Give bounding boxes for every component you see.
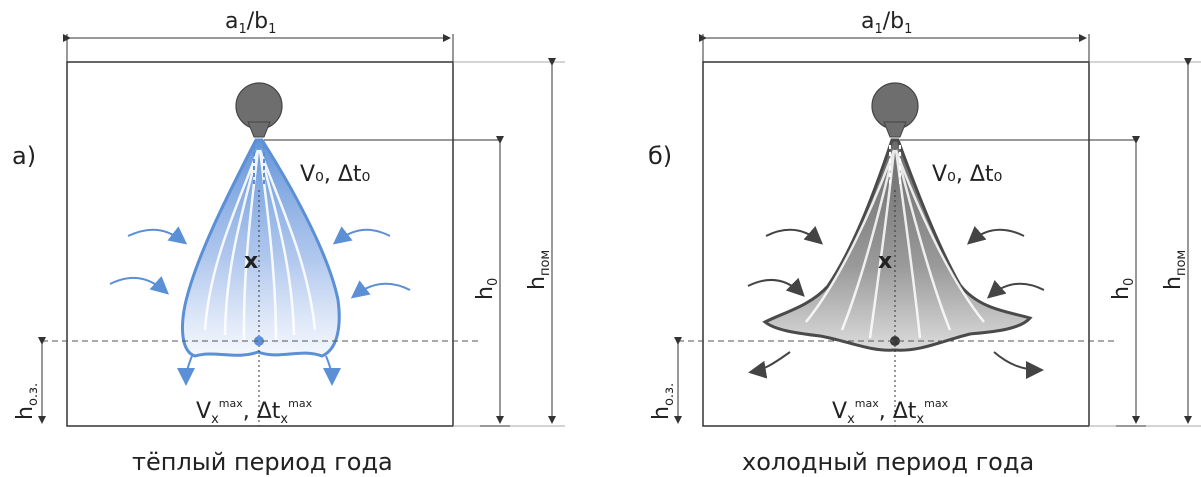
air-jet-cold bbox=[762, 138, 1033, 352]
room-outline bbox=[702, 61, 1090, 427]
panel-letter: б) bbox=[648, 142, 672, 170]
caption: тёплый период года bbox=[132, 448, 393, 476]
nozzle-tip bbox=[883, 121, 907, 138]
vx-label: Vxmax, Δtxmax bbox=[196, 397, 313, 427]
room-outline bbox=[66, 61, 454, 427]
supply-label: V₀, Δt₀ bbox=[300, 162, 371, 187]
entrainment-arrows bbox=[109, 226, 411, 386]
h0-label: h0 bbox=[473, 278, 501, 300]
measurement-point bbox=[890, 336, 900, 346]
caption: холодный период года bbox=[742, 448, 1034, 476]
hoz-label: hо.з. bbox=[649, 383, 677, 420]
jet-streamlines bbox=[805, 149, 985, 339]
hpom-label: hпом bbox=[525, 250, 553, 290]
nozzle-tip bbox=[247, 121, 271, 138]
vx-label: Vxmax, Δtxmax bbox=[832, 397, 949, 427]
panel-a: a1/b1 а) x bbox=[12, 9, 565, 476]
air-jet-warm bbox=[181, 138, 341, 358]
x-mark: x bbox=[244, 249, 258, 274]
hpom-label: hпом bbox=[1161, 250, 1189, 290]
width-label: a1/b1 bbox=[225, 9, 276, 37]
measurement-point bbox=[254, 336, 264, 346]
panel-letter: а) bbox=[12, 142, 36, 170]
supply-label: V₀, Δt₀ bbox=[932, 162, 1003, 187]
width-label: a1/b1 bbox=[861, 9, 912, 37]
h0-label: h0 bbox=[1109, 278, 1137, 300]
hoz-label: hо.з. bbox=[13, 383, 41, 420]
x-mark: x bbox=[878, 249, 892, 274]
entrainment-arrows bbox=[747, 226, 1045, 379]
panel-b: a1/b1 б) x V₀, Δt₀ bbox=[648, 9, 1201, 476]
